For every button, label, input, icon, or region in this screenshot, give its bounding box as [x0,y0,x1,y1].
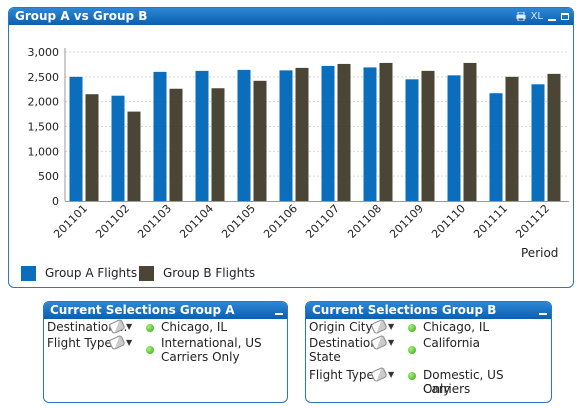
legend-item-group-b[interactable]: Group B Flights [139,265,255,281]
bar-group-b [211,88,225,201]
y-tick-label: 2,500 [28,71,60,84]
current-selections-group-b: Current Selections Group B Origin City ▼… [305,301,552,403]
maximize-icon[interactable] [561,13,569,20]
y-tick-label: 1,500 [28,121,60,134]
x-tick-label: 201105 [219,202,258,241]
bar-group-b [169,88,183,201]
legend-label-group-b: Group B Flights [163,266,256,280]
bar-group-b [253,80,267,201]
dropdown-arrow-icon[interactable]: ▼ [388,338,395,347]
field-name: Flight Type [47,336,112,350]
bar-group-b [463,62,477,201]
x-axis-label: Period [521,246,559,260]
bar-group-a [321,65,335,201]
current-selections-group-a: Current Selections Group A Destination..… [43,301,288,403]
clear-selection-icon[interactable] [370,318,388,335]
selected-state-icon [146,324,154,332]
bar-group-a [111,95,125,201]
x-tick-label: 201102 [93,202,132,241]
clear-selection-icon[interactable] [108,334,126,351]
selected-state-icon [146,346,154,354]
field-name: Origin City [309,320,373,334]
bar-group-b [127,111,141,201]
selected-state-icon [408,346,416,354]
selections-a-title: Current Selections Group A [50,303,235,317]
minimize-icon[interactable] [539,307,547,315]
field-name: Flight Type [309,368,374,382]
y-tick-label: 3,000 [28,46,60,59]
bar-group-a [405,79,419,201]
legend-swatch-group-a [21,265,36,281]
minimize-icon[interactable] [548,13,556,21]
chart-panel: Group A vs Group B XL 0 500 1,000 1,500 2,00… [8,7,574,288]
export-excel-button[interactable]: XL [530,11,543,22]
y-tick-label: 2,000 [28,96,60,109]
selected-value: California [423,336,480,350]
dropdown-arrow-icon[interactable]: ▼ [388,322,395,331]
selections-b-title-bar: Current Selections Group B [306,302,551,319]
bar-group-b [547,73,561,201]
chart-panel-title: Group A vs Group B XL [9,8,573,25]
x-tick-label: 201110 [429,202,468,241]
bar-group-a [69,76,83,201]
field-name-line-2: State [309,350,341,364]
bar-group-a [237,69,251,201]
clear-selection-icon[interactable] [370,334,388,351]
selection-row-destination-state: Destination State ▼ California [306,334,551,365]
bar-group-a [363,67,377,201]
selection-row-destination: Destination... ▼ Chicago, IL [44,318,287,335]
bar-group-b [295,67,309,201]
legend-item-group-a[interactable]: Group A Flights [21,265,137,281]
selected-value-line-1: International, US [161,336,262,350]
legend-label-group-a: Group A Flights [45,266,138,280]
selected-value: Chicago, IL [423,320,490,334]
x-tick-label: 201106 [261,202,300,241]
minimize-icon[interactable] [275,307,283,315]
selection-row-flight-type: Flight Type ▼ International, US Carriers… [44,334,287,365]
selected-state-icon [408,372,416,380]
bar-group-a [447,75,461,201]
bar-group-a [279,70,293,201]
selection-row-origin-city: Origin City ▼ Chicago, IL [306,318,551,335]
bar-group-b [379,62,393,201]
clear-selection-icon[interactable] [370,366,388,383]
x-tick-label: 201111 [471,202,510,241]
bar-group-a [153,71,167,201]
x-tick-label: 201112 [513,202,552,241]
selected-value: Chicago, IL [161,320,228,334]
selected-state-icon [408,324,416,332]
selected-value-line-2: Carriers Only [161,350,240,364]
bar-group-b [505,76,519,201]
field-name-line-1: Destination [309,336,378,350]
field-name: Destination... [47,320,128,334]
dropdown-arrow-icon[interactable]: ▼ [388,370,395,379]
bar-group-b [337,63,351,201]
legend-swatch-group-b [139,265,154,281]
x-tick-label: 201107 [303,202,342,241]
y-tick-label: 1,000 [28,145,60,158]
bar-group-a [489,93,503,201]
selected-value-line-1: Domestic, US Carriers [423,368,504,396]
x-tick-label: 201108 [345,202,384,241]
y-tick-label: 500 [38,170,59,183]
bar-group-a [195,70,209,201]
dropdown-arrow-icon[interactable]: ▼ [126,338,133,347]
printer-icon[interactable] [516,12,526,21]
bar-group-a [531,84,545,201]
dropdown-arrow-icon[interactable]: ▼ [126,322,133,331]
selections-a-title-bar: Current Selections Group A [44,302,287,319]
selected-value-line-2: Only [423,382,451,396]
bar-group-b [421,70,435,201]
selection-row-flight-type: Flight Type ▼ Domestic, US Carriers Only [306,366,551,397]
selections-b-title: Current Selections Group B [312,303,497,317]
chart-title: Group A vs Group B [15,9,148,23]
y-tick-label: 0 [52,195,59,208]
x-tick-label: 201103 [135,202,174,241]
x-tick-label: 201109 [387,202,426,241]
x-tick-label: 201104 [177,202,216,241]
bar-group-b [85,94,99,201]
